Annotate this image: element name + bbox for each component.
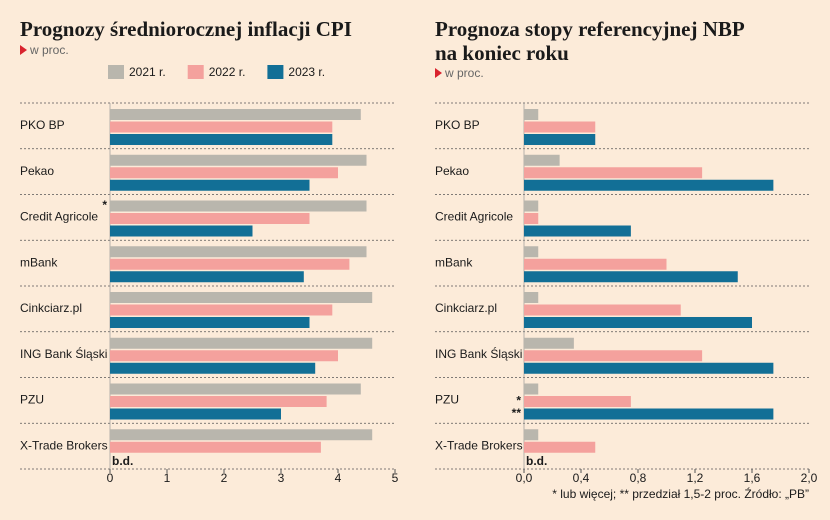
bar (110, 179, 310, 191)
bar (110, 121, 333, 133)
category-label: X-Trade Brokers (435, 438, 523, 452)
bar (110, 429, 373, 441)
x-tick-label: 0,4 (573, 471, 590, 485)
category-label: X-Trade Brokers (20, 438, 108, 452)
bar (524, 167, 703, 179)
bar (524, 292, 539, 303)
bar (110, 362, 316, 374)
category-label: Pekao (435, 164, 469, 178)
value-label: b.d. (526, 454, 547, 468)
category-label: PKO BP (435, 118, 480, 132)
x-tick-label: 3 (278, 471, 285, 485)
bar (524, 213, 539, 224)
bar (110, 317, 310, 328)
x-tick-label: 4 (335, 471, 342, 485)
bar (524, 317, 752, 328)
bar (524, 246, 539, 258)
category-label: PZU (20, 393, 44, 407)
chart-title: Prognozy średniorocznej inflacji CPI (20, 17, 352, 41)
bar (524, 121, 596, 133)
category-label: mBank (435, 255, 473, 269)
category-label: PZU (435, 393, 459, 407)
bar (110, 167, 338, 179)
note-marker: ** (512, 406, 522, 420)
category-label: ING Bank Śląski (20, 346, 107, 361)
bar (110, 350, 338, 362)
chart-title: Prognoza stopy referencyjnej NBP na koni… (435, 17, 744, 65)
legend-label: 2021 r. (129, 65, 166, 79)
category-label: mBank (20, 255, 58, 269)
bar (524, 350, 703, 362)
legend-swatch (187, 65, 204, 79)
x-tick-label: 2 (221, 471, 228, 485)
legend-swatch (108, 65, 124, 79)
bar (524, 429, 539, 441)
note-marker: * (516, 394, 521, 408)
bar (524, 396, 631, 407)
category-label: PKO BP (20, 118, 65, 132)
bar (524, 383, 539, 395)
bar (524, 271, 738, 283)
x-tick-label: 2,0 (801, 471, 818, 485)
x-tick-label: 1 (164, 471, 171, 485)
legend-swatch (267, 65, 284, 79)
bar (110, 292, 373, 303)
bar (110, 271, 304, 283)
bar (110, 337, 373, 349)
bar (524, 441, 596, 453)
category-label: Credit Agricole (435, 210, 513, 224)
bar (110, 213, 310, 224)
x-tick-label: 0,0 (516, 471, 533, 485)
chart-subtitle: w proc. (20, 43, 69, 57)
bar (524, 179, 774, 191)
bar (110, 304, 333, 316)
x-tick-label: 0 (107, 471, 114, 485)
bar (524, 362, 774, 374)
bar (110, 408, 281, 420)
x-tick-label: 1,6 (744, 471, 761, 485)
legend-label: 2023 r. (288, 65, 325, 79)
category-label: Cinkciarz.pl (20, 301, 82, 315)
note-marker: * (102, 198, 107, 212)
bar (524, 134, 596, 145)
bar (110, 225, 253, 237)
x-tick-label: 5 (392, 471, 399, 485)
category-label: Pekao (20, 164, 54, 178)
value-label: b.d. (112, 454, 133, 468)
category-label: Cinkciarz.pl (435, 301, 497, 315)
bar (524, 337, 574, 349)
category-label: Credit Agricole (20, 210, 98, 224)
bar (110, 383, 361, 395)
x-tick-label: 1,2 (687, 471, 704, 485)
bar (110, 258, 350, 270)
bar (524, 258, 667, 270)
chart-subtitle: w proc. (435, 66, 484, 80)
bar (524, 109, 539, 120)
bar (110, 441, 321, 453)
bar (110, 396, 327, 407)
bar (524, 200, 539, 212)
bar (110, 154, 367, 166)
bar (110, 134, 333, 145)
bar (110, 200, 367, 212)
category-label: ING Bank Śląski (435, 346, 522, 361)
bar (524, 304, 681, 316)
legend-label: 2022 r. (209, 65, 246, 79)
x-tick-label: 0,8 (630, 471, 647, 485)
bar (110, 109, 361, 120)
bar (524, 225, 631, 237)
bar (524, 408, 774, 420)
bar (524, 154, 560, 166)
footnote: * lub więcej; ** przedział 1,5-2 proc. Ź… (552, 486, 809, 501)
bar (110, 246, 367, 258)
